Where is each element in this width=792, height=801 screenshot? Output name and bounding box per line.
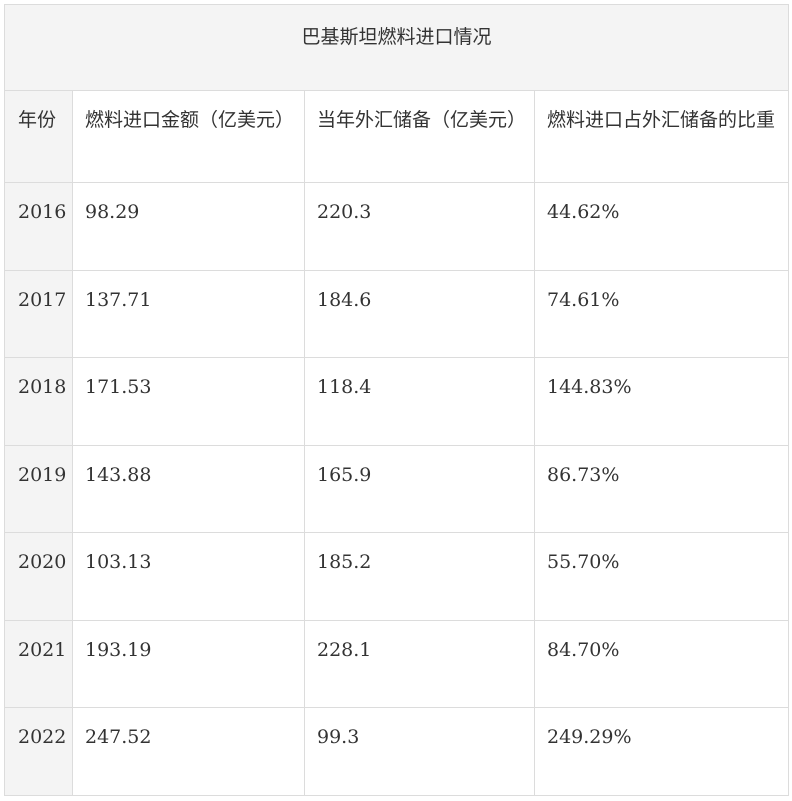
cell-year: 2017 bbox=[4, 269, 73, 358]
cell-reserve: 165.9 bbox=[304, 444, 535, 533]
cell-reserve: 99.3 bbox=[304, 707, 535, 796]
cell-year: 2022 bbox=[4, 707, 73, 796]
table-row: 2017 137.71 184.6 74.61% bbox=[4, 269, 790, 358]
table-row: 2021 193.19 228.1 84.70% bbox=[4, 619, 790, 708]
header-fuel-import: 燃料进口金额（亿美元） bbox=[72, 90, 305, 183]
cell-reserve: 118.4 bbox=[304, 357, 535, 446]
cell-reserve: 185.2 bbox=[304, 532, 535, 621]
fuel-import-table: 巴基斯坦燃料进口情况 年份 燃料进口金额（亿美元） 当年外汇储备（亿美元） 燃料… bbox=[3, 4, 790, 796]
table-title: 巴基斯坦燃料进口情况 bbox=[3, 4, 790, 91]
table-row: 2022 247.52 99.3 249.29% bbox=[4, 707, 790, 796]
cell-fuel-import: 98.29 bbox=[72, 182, 305, 271]
cell-year: 2020 bbox=[4, 532, 73, 621]
cell-reserve: 228.1 bbox=[304, 619, 535, 708]
cell-fuel-import: 193.19 bbox=[72, 619, 305, 708]
cell-fuel-import: 247.52 bbox=[72, 707, 305, 796]
cell-reserve: 220.3 bbox=[304, 182, 535, 271]
cell-ratio: 84.70% bbox=[533, 619, 790, 708]
header-year: 年份 bbox=[4, 90, 73, 183]
cell-ratio: 44.62% bbox=[533, 182, 790, 271]
table-row: 2019 143.88 165.9 86.73% bbox=[4, 444, 790, 533]
cell-year: 2016 bbox=[4, 182, 73, 271]
cell-ratio: 55.70% bbox=[533, 532, 790, 621]
header-ratio: 燃料进口占外汇储备的比重 bbox=[533, 90, 790, 183]
cell-fuel-import: 143.88 bbox=[72, 444, 305, 533]
cell-fuel-import: 103.13 bbox=[72, 532, 305, 621]
table-header-row: 年份 燃料进口金额（亿美元） 当年外汇储备（亿美元） 燃料进口占外汇储备的比重 bbox=[4, 90, 790, 183]
cell-year: 2018 bbox=[4, 357, 73, 446]
cell-fuel-import: 137.71 bbox=[72, 269, 305, 358]
cell-ratio: 74.61% bbox=[533, 269, 790, 358]
table-row: 2016 98.29 220.3 44.62% bbox=[4, 182, 790, 271]
cell-year: 2021 bbox=[4, 619, 73, 708]
cell-ratio: 249.29% bbox=[533, 707, 790, 796]
table-row: 2018 171.53 118.4 144.83% bbox=[4, 357, 790, 446]
table-row: 2020 103.13 185.2 55.70% bbox=[4, 532, 790, 621]
cell-ratio: 144.83% bbox=[533, 357, 790, 446]
cell-ratio: 86.73% bbox=[533, 444, 790, 533]
table-title-row: 巴基斯坦燃料进口情况 bbox=[3, 4, 790, 91]
cell-reserve: 184.6 bbox=[304, 269, 535, 358]
cell-year: 2019 bbox=[4, 444, 73, 533]
header-reserve: 当年外汇储备（亿美元） bbox=[304, 90, 535, 183]
cell-fuel-import: 171.53 bbox=[72, 357, 305, 446]
